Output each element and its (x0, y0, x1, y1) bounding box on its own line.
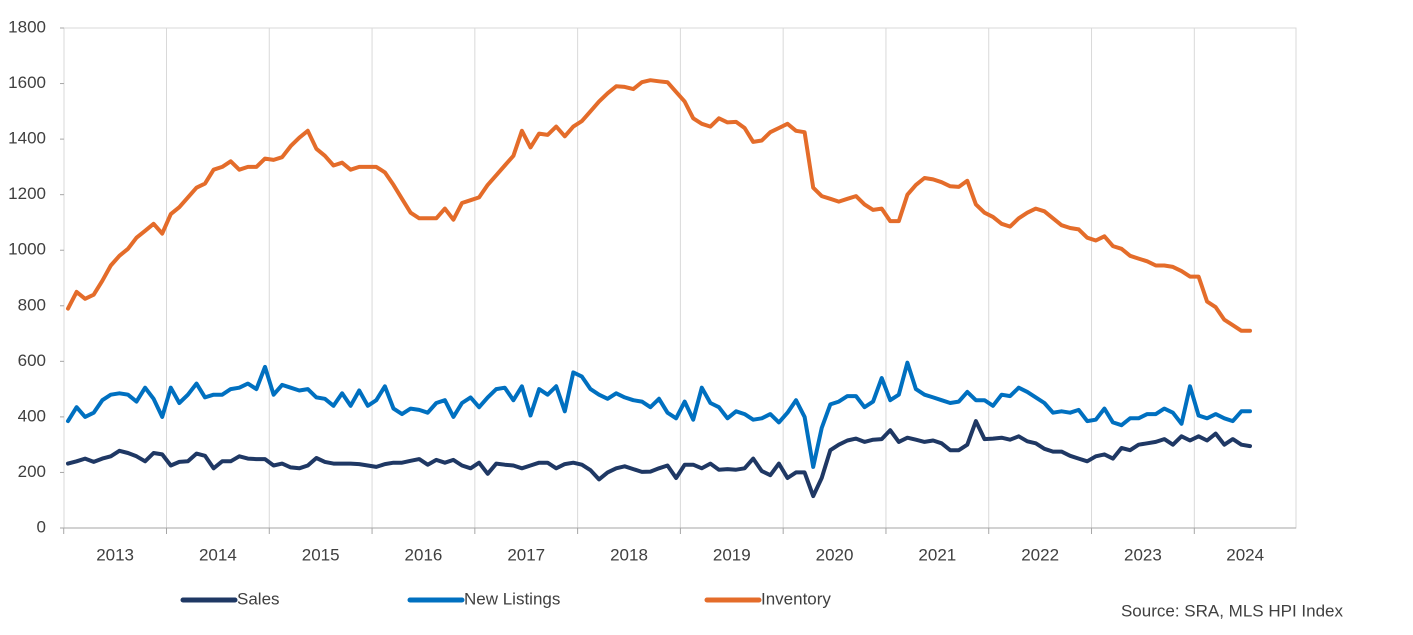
y-tick-label: 1000 (8, 240, 46, 259)
y-tick-label: 0 (37, 517, 46, 536)
x-tick-label: 2021 (918, 545, 956, 564)
y-tick-label: 1200 (8, 184, 46, 203)
y-tick-label: 200 (18, 462, 46, 481)
series-line (66, 78, 1252, 333)
y-tick-label: 1800 (8, 17, 46, 36)
y-tick-label: 1600 (8, 73, 46, 92)
legend-label: New Listings (464, 589, 560, 608)
x-tick-label: 2022 (1021, 545, 1059, 564)
x-tick-label: 2016 (405, 545, 443, 564)
y-tick-label: 400 (18, 406, 46, 425)
x-tick-label: 2017 (507, 545, 545, 564)
series-line (66, 419, 1252, 499)
legend-label: Inventory (761, 589, 831, 608)
legend-label: Sales (237, 589, 280, 608)
x-tick-label: 2013 (96, 545, 134, 564)
y-tick-label: 600 (18, 351, 46, 370)
x-tick-label: 2015 (302, 545, 340, 564)
x-tick-label: 2014 (199, 545, 237, 564)
y-tick-label: 1400 (8, 129, 46, 148)
x-tick-label: 2023 (1124, 545, 1162, 564)
x-tick-label: 2020 (816, 545, 854, 564)
x-tick-label: 2024 (1226, 545, 1264, 564)
y-tick-label: 800 (18, 295, 46, 314)
series-line (66, 360, 1252, 469)
x-tick-label: 2019 (713, 545, 751, 564)
source-note: Source: SRA, MLS HPI Index (1121, 601, 1344, 620)
x-tick-label: 2018 (610, 545, 648, 564)
